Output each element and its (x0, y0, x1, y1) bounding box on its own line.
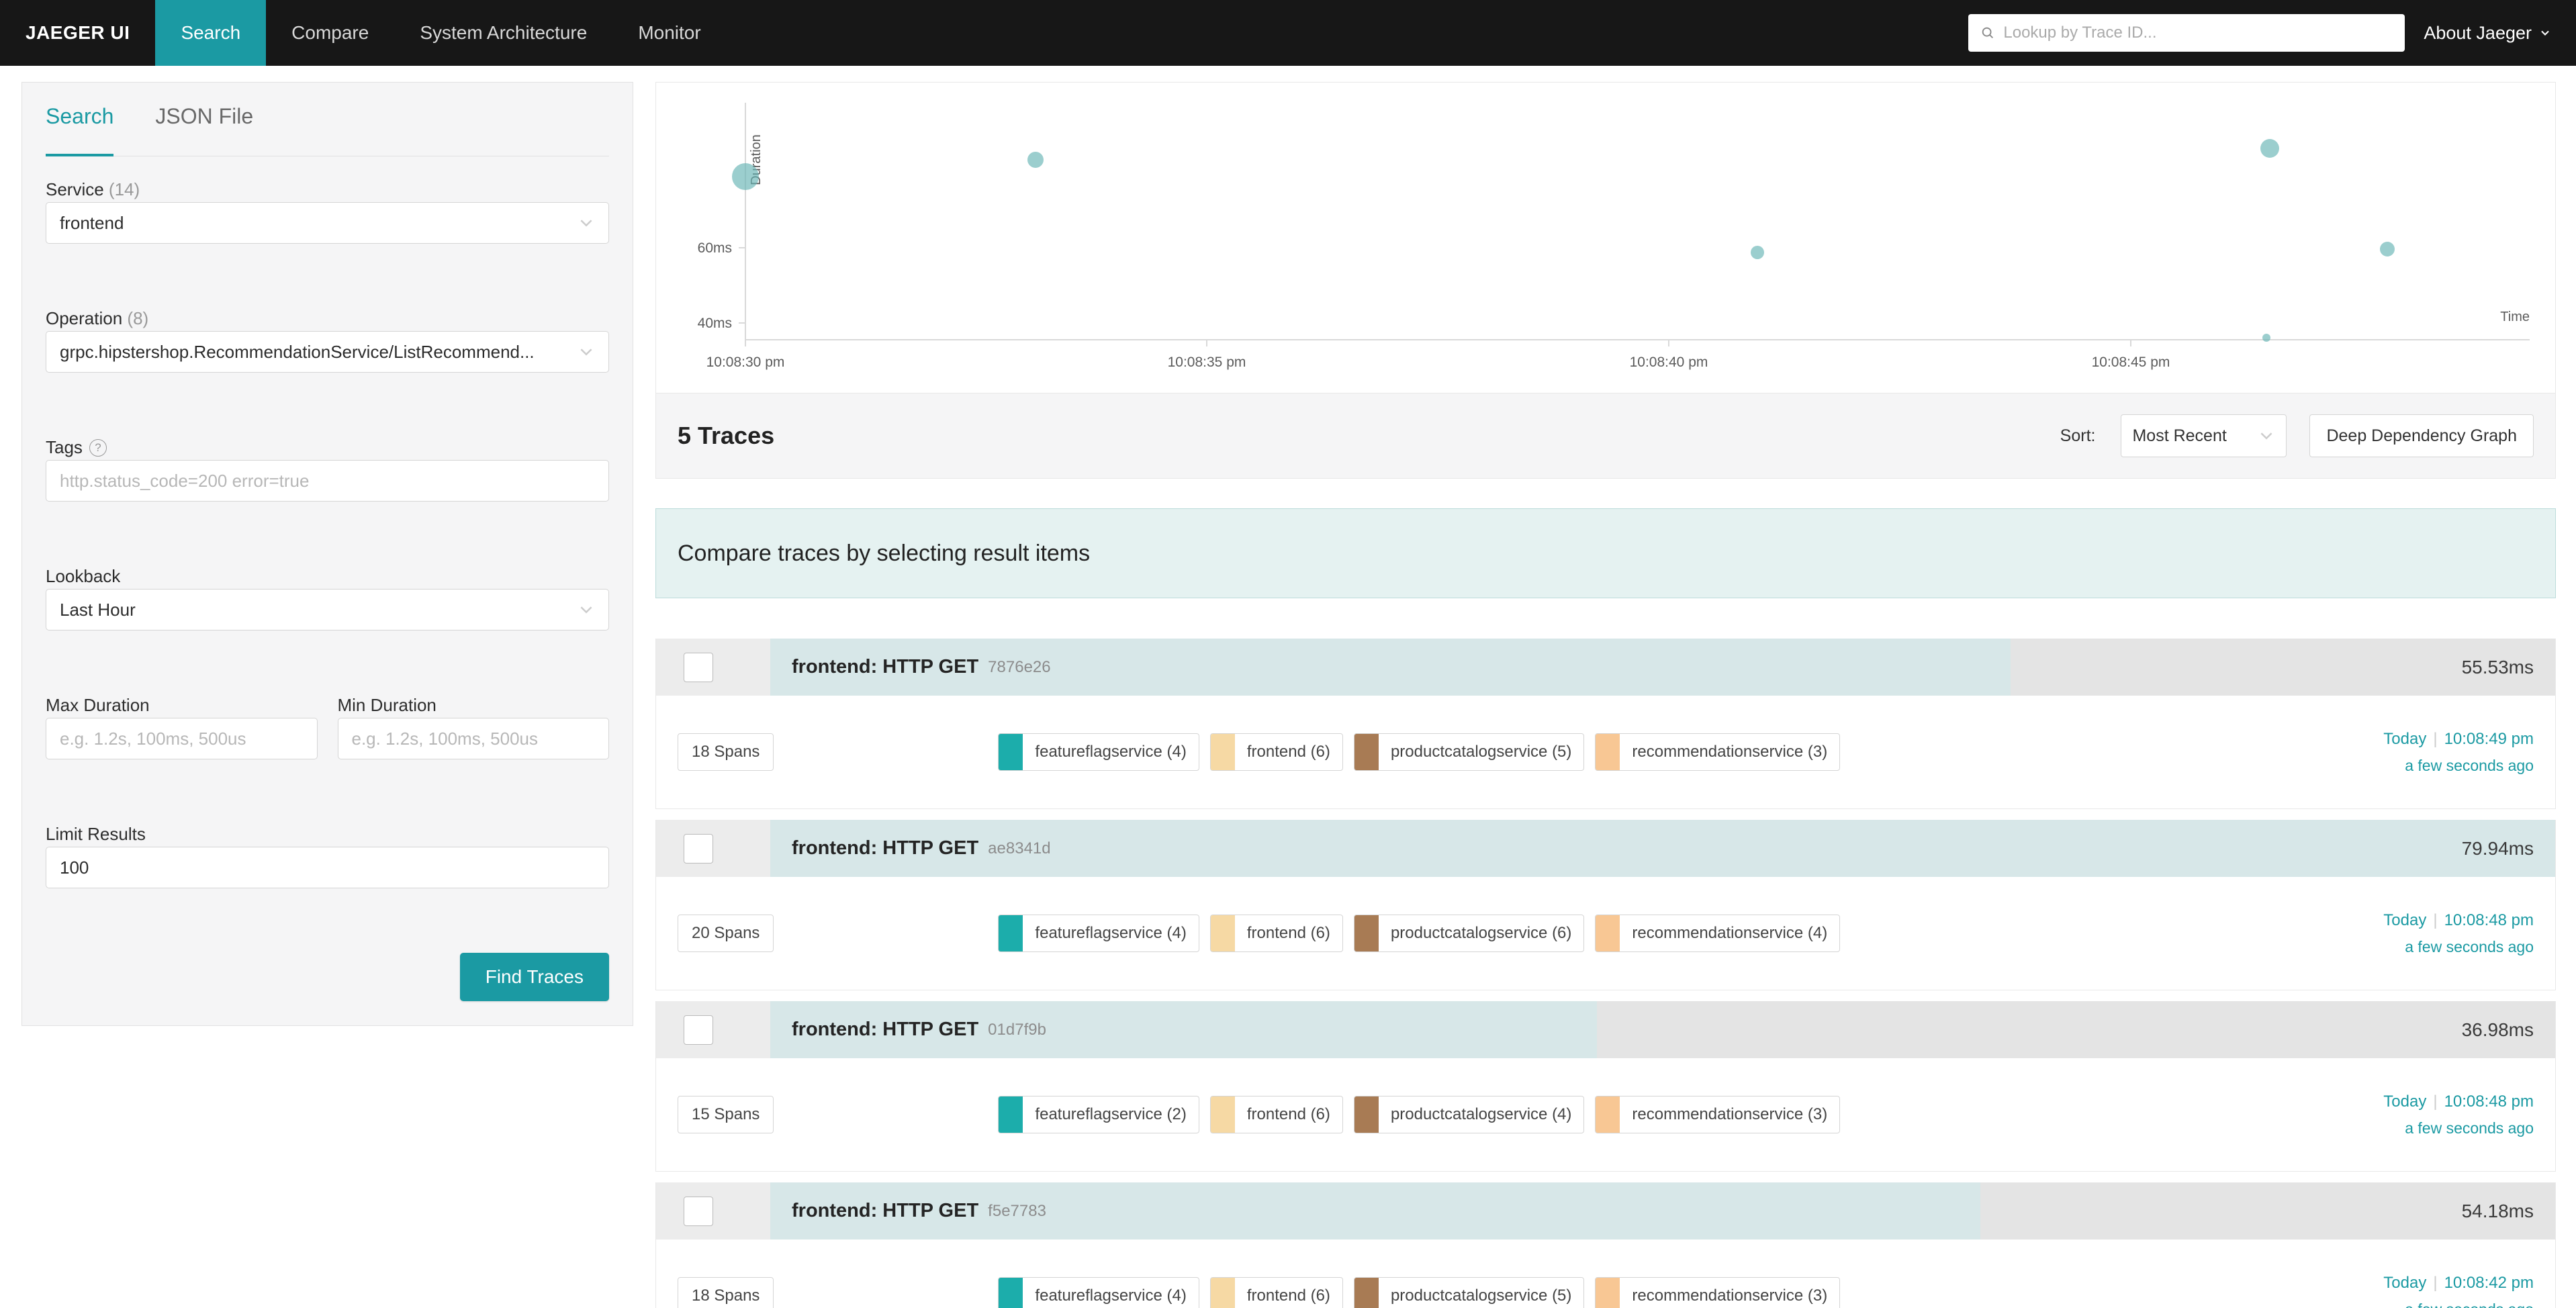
svg-text:60ms: 60ms (698, 240, 732, 256)
svg-text:10:08:45 pm: 10:08:45 pm (2092, 355, 2170, 370)
svg-text:10:08:40 pm: 10:08:40 pm (1630, 355, 1708, 370)
svg-text:10:08:35 pm: 10:08:35 pm (1168, 355, 1246, 370)
svg-text:10:08:30 pm: 10:08:30 pm (706, 355, 785, 370)
svg-text:Time: Time (2500, 310, 2530, 324)
svg-text:40ms: 40ms (698, 316, 732, 331)
